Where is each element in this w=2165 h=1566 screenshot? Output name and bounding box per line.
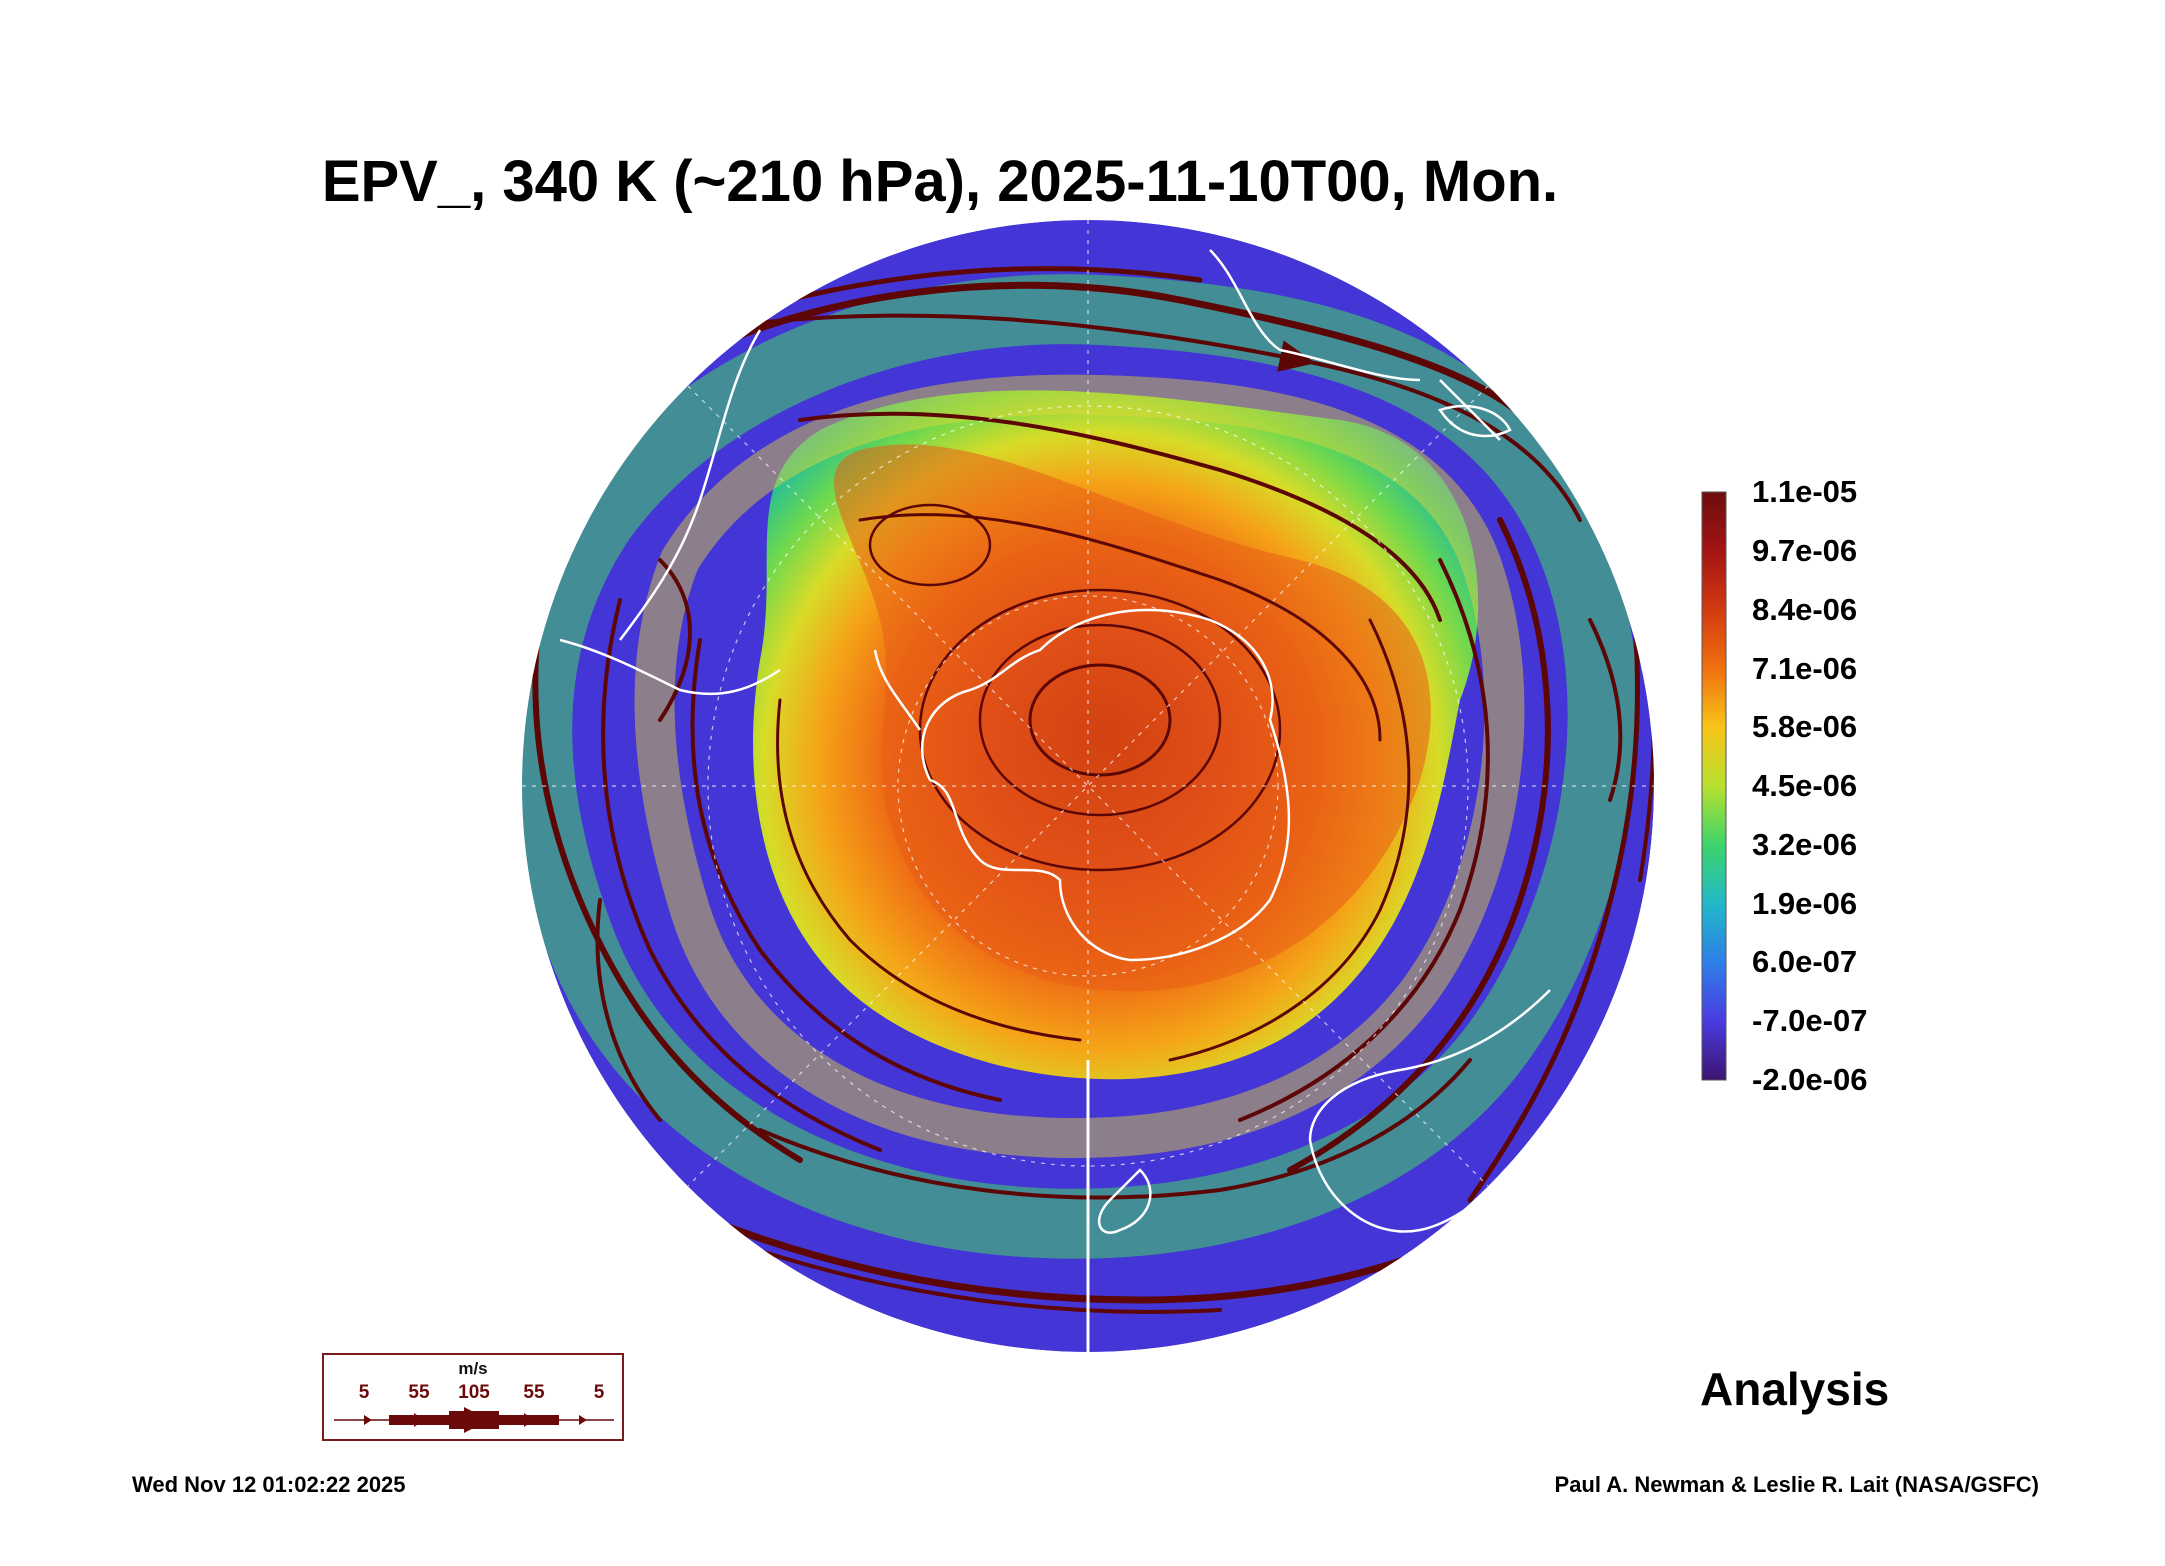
epv-field — [522, 220, 1654, 1352]
colorbar-label: 1.9e-06 — [1752, 886, 1858, 921]
credit: Paul A. Newman & Leslie R. Lait (NASA/GS… — [1554, 1472, 2039, 1497]
colorbar — [1701, 491, 1727, 1081]
map-title: EPV_, 340 K (~210 hPa), 2025-11-10T00, M… — [321, 149, 1559, 214]
colorbar-label: -2.0e-06 — [1752, 1062, 1868, 1097]
legend-speed-label: 55 — [408, 1382, 430, 1403]
colorbar-label: 3.2e-06 — [1752, 827, 1858, 862]
analysis-label: Analysis — [1700, 1363, 1890, 1415]
legend-speed-label: 55 — [523, 1382, 545, 1403]
colorbar-label: 4.5e-06 — [1752, 768, 1858, 803]
legend-speed-label: 105 — [458, 1382, 490, 1403]
colorbar-label: 6.0e-07 — [1752, 944, 1858, 979]
timestamp: Wed Nov 12 01:02:22 2025 — [132, 1472, 406, 1497]
colorbar-label: 7.1e-06 — [1752, 651, 1858, 686]
legend-unit: m/s — [458, 1359, 488, 1378]
colorbar-label: 1.1e-05 — [1752, 474, 1858, 509]
colorbar-label: 9.7e-06 — [1752, 533, 1858, 568]
colorbar-label: 5.8e-06 — [1752, 709, 1858, 744]
legend-arrow-scale — [334, 1407, 614, 1433]
legend-speed-label: 5 — [593, 1382, 605, 1403]
legend-speed-label: 5 — [358, 1382, 370, 1403]
colorbar-label: 8.4e-06 — [1752, 592, 1858, 627]
wind-speed-legend: m/s 5 55 105 55 5 — [322, 1353, 624, 1441]
colorbar-label: -7.0e-07 — [1752, 1003, 1868, 1038]
